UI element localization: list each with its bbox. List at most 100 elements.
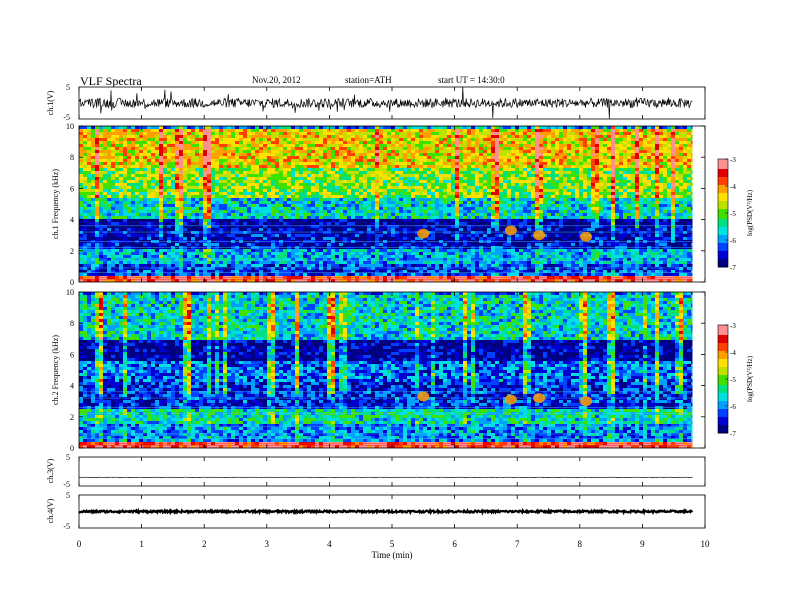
spectrogram-cell — [83, 216, 87, 219]
spectrogram-cell — [203, 234, 207, 237]
spectrogram-cell — [163, 222, 167, 225]
spectrogram-cell — [331, 135, 335, 138]
spectrogram-cell — [79, 207, 83, 210]
spectrogram-cell — [303, 258, 307, 261]
spectrogram-cell — [383, 138, 387, 141]
spectrogram-cell — [187, 195, 191, 198]
spectrogram-cell — [131, 198, 135, 201]
spectrogram-cell — [427, 258, 431, 261]
spectrogram-cell — [107, 207, 111, 210]
spectrogram-cell — [315, 204, 319, 207]
spectrogram-cell — [391, 219, 395, 222]
spectrogram-cell — [367, 267, 371, 270]
spectrogram-cell — [459, 258, 463, 261]
spectrogram-cell — [439, 222, 443, 225]
spectrogram-cell — [255, 270, 259, 273]
spectrogram-cell — [159, 273, 163, 276]
spectrogram-cell — [163, 159, 167, 162]
spectrogram-cell — [91, 168, 95, 171]
spectrogram-cell — [371, 195, 375, 198]
spectrogram-cell — [351, 132, 355, 135]
spectrogram-cell — [327, 270, 331, 273]
spectrogram-cell — [251, 279, 255, 282]
spectrogram-cell — [203, 252, 207, 255]
spectrogram-cell — [127, 156, 131, 159]
spectrogram-cell — [371, 171, 375, 174]
spectrogram-cell — [99, 177, 103, 180]
spectrogram-cell — [223, 174, 227, 177]
spectrogram-cell — [79, 180, 83, 183]
spectrogram-cell — [415, 168, 419, 171]
spectrogram-cell — [155, 237, 159, 240]
spectrogram-cell — [355, 183, 359, 186]
spectrogram-cell — [175, 225, 179, 228]
spectrogram-cell — [343, 219, 347, 222]
spectrogram-cell — [395, 159, 399, 162]
spectrogram-cell — [387, 165, 391, 168]
spectrogram-cell — [235, 135, 239, 138]
spectrogram-cell — [435, 150, 439, 153]
spectrogram-cell — [419, 210, 423, 213]
spectrogram-cell — [187, 207, 191, 210]
spectrogram-cell — [211, 270, 215, 273]
spectrogram-cell — [211, 222, 215, 225]
spectrogram-cell — [255, 273, 259, 276]
spectrogram-cell — [283, 261, 287, 264]
spectrogram-cell — [283, 162, 287, 165]
spectrogram-cell — [227, 249, 231, 252]
spectrogram-cell — [411, 255, 415, 258]
spectrogram-cell — [395, 126, 399, 129]
spectrogram-cell — [111, 225, 115, 228]
spectrogram-cell — [183, 243, 187, 246]
spectrogram-cell — [339, 249, 343, 252]
spectrogram-cell — [263, 138, 267, 141]
spectrogram-cell — [335, 126, 339, 129]
spectrogram-cell — [275, 192, 279, 195]
spectrogram-cell — [143, 204, 147, 207]
spectrogram-cell — [187, 150, 191, 153]
spectrogram-cell — [91, 231, 95, 234]
spectrogram-cell — [239, 198, 243, 201]
spectrogram-cell — [83, 237, 87, 240]
spectrogram-cell — [271, 141, 275, 144]
spectrogram-cell — [235, 162, 239, 165]
spectrogram-cell — [443, 222, 447, 225]
spectrogram-cell — [239, 135, 243, 138]
spectrogram-cell — [247, 213, 251, 216]
spectrogram-cell — [231, 132, 235, 135]
spectrogram-cell — [423, 177, 427, 180]
spectrogram-cell — [155, 153, 159, 156]
spectrogram-cell — [359, 180, 363, 183]
spectrogram-cell — [171, 225, 175, 228]
spectrogram-cell — [95, 198, 99, 201]
spectrogram-cell — [119, 138, 123, 141]
spectrogram-cell — [91, 159, 95, 162]
spectrogram-cell — [135, 243, 139, 246]
spectrogram-cell — [215, 192, 219, 195]
spectrogram-cell — [135, 177, 139, 180]
spectrogram-cell — [431, 210, 435, 213]
spectrogram-cell — [303, 204, 307, 207]
spectrogram-cell — [191, 141, 195, 144]
spectrogram-cell — [327, 237, 331, 240]
spectrogram-cell — [363, 192, 367, 195]
spectrogram-cell — [211, 273, 215, 276]
spectrogram-cell — [347, 138, 351, 141]
spectrogram-cell — [95, 219, 99, 222]
spectrogram-cell — [271, 210, 275, 213]
spectrogram-cell — [147, 150, 151, 153]
spectrogram-cell — [459, 171, 463, 174]
spectrogram-cell — [195, 159, 199, 162]
spectrogram-cell — [267, 273, 271, 276]
spectrogram-cell — [355, 150, 359, 153]
spectrogram-cell — [91, 147, 95, 150]
spectrogram-cell — [251, 135, 255, 138]
spectrogram-cell — [339, 231, 343, 234]
spectrogram-cell — [371, 144, 375, 147]
spectrogram-cell — [331, 141, 335, 144]
spectrogram-cell — [127, 150, 131, 153]
spectrogram-cell — [355, 165, 359, 168]
spectrogram-cell — [291, 213, 295, 216]
spectrogram-cell — [219, 177, 223, 180]
spectrogram-cell — [331, 180, 335, 183]
